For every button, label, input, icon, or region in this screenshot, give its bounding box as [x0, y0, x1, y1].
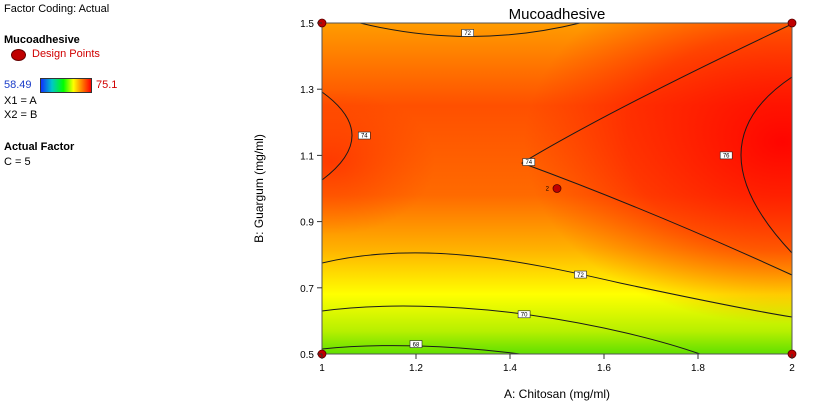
y-tick-label: 0.9 [300, 218, 314, 229]
plot-frame [321, 22, 793, 355]
contour-label-box [574, 270, 587, 279]
contour-label-box [719, 151, 733, 160]
design-points-legend-label: Design Points [32, 48, 100, 60]
contour-label-box [522, 158, 536, 166]
contour-label-box [357, 131, 371, 140]
y-tick-label: 0.5 [300, 350, 314, 361]
contour-label: 70 [521, 312, 528, 318]
contour-label-box [517, 310, 531, 319]
contour-line-76 [740, 76, 793, 254]
contour-label-box [461, 29, 475, 37]
design-point [787, 18, 797, 28]
x1-mapping: X1 = A [4, 95, 37, 107]
range-low-value: 58.49 [4, 79, 32, 91]
contour-line-72-bottom [321, 252, 793, 318]
range-high-value: 75.1 [96, 79, 118, 91]
x-tick-label: 1 [319, 363, 325, 374]
x-tick-label: 1.8 [691, 363, 705, 374]
contour-label: 72 [464, 31, 471, 37]
actual-factor-heading: Actual Factor [4, 141, 75, 153]
design-point-count: 2 [546, 187, 550, 193]
contour-line-74-left [321, 91, 353, 181]
design-point [552, 184, 562, 193]
contour-label: 68 [413, 342, 420, 348]
x2-mapping: X2 = B [4, 109, 38, 121]
x-tick-label: 2 [789, 363, 795, 374]
y-tick-label: 1.1 [300, 151, 314, 162]
contour-label: 72 [577, 273, 584, 279]
contour-line-74-right [520, 23, 793, 276]
contour-label: 76 [723, 154, 730, 160]
x-tick-label: 1.6 [597, 363, 611, 374]
contour-label: 74 [361, 134, 368, 140]
design-point-marker-icon [11, 49, 26, 61]
y-axis-label: B: Guargum (mg/ml) [252, 134, 266, 243]
factor-c-value: C = 5 [4, 156, 31, 168]
y-tick-label: 0.7 [300, 284, 314, 295]
y-tick-label: 1.5 [300, 19, 314, 30]
y-tick-label: 1.3 [300, 85, 314, 96]
factor-coding-label: Factor Coding: Actual [4, 3, 110, 15]
contour-label-box [409, 340, 423, 348]
contour-label: 74 [525, 160, 532, 166]
chart-title: Mucoadhesive [509, 6, 606, 23]
color-scale-bar [40, 78, 92, 93]
x-axis-label: A: Chitosan (mg/ml) [504, 387, 610, 401]
response-name: Mucoadhesive [4, 34, 80, 46]
x-tick-label: 1.2 [409, 363, 423, 374]
x-tick-label: 1.4 [503, 363, 517, 374]
